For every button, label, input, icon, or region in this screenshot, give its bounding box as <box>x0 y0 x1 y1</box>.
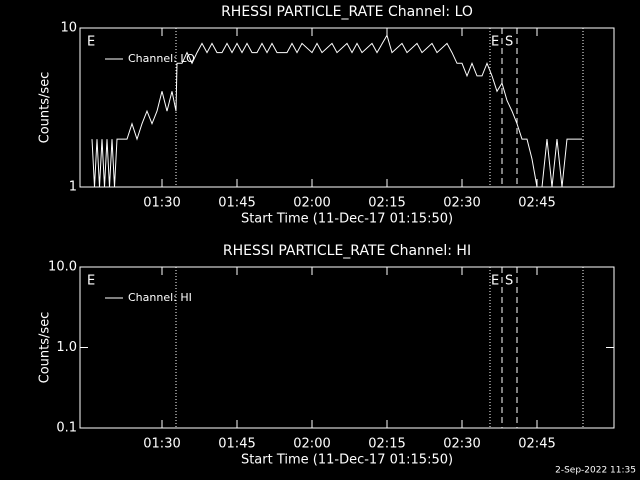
y-tick-label: 0.1 <box>56 421 77 436</box>
y-tick-label: 1.0 <box>56 340 77 355</box>
x-tick-label: 01:45 <box>218 196 255 211</box>
legend-label: Channel: LO <box>128 52 195 65</box>
y-axis-label: Counts/sec <box>38 312 53 384</box>
x-tick-label: 02:00 <box>293 196 330 211</box>
marker-label: S <box>505 274 513 289</box>
data-line <box>91 34 582 188</box>
x-tick-label: 01:30 <box>143 437 180 452</box>
x-tick-label: 02:15 <box>368 196 405 211</box>
x-tick-label: 02:00 <box>293 437 330 452</box>
y-tick-label: 1 <box>69 180 77 195</box>
marker-label: S <box>505 35 513 50</box>
x-axis-label: Start Time (11-Dec-17 01:15:50) <box>241 212 453 227</box>
legend-label: Channel: HI <box>128 291 192 304</box>
x-tick-label: 02:45 <box>518 437 555 452</box>
y-axis-label: Counts/sec <box>38 72 53 144</box>
x-tick-label: 02:45 <box>518 196 555 211</box>
y-tick-label: 10.0 <box>48 260 77 275</box>
x-tick-label: 02:30 <box>443 437 480 452</box>
x-tick-label: 01:45 <box>218 437 255 452</box>
marker-label: E <box>87 35 95 50</box>
x-tick-label: 01:30 <box>143 196 180 211</box>
x-tick-label: 02:30 <box>443 196 480 211</box>
chart-title: RHESSI PARTICLE_RATE Channel: HI <box>223 243 471 259</box>
x-tick-label: 02:15 <box>368 437 405 452</box>
y-tick-label: 10 <box>60 21 77 36</box>
plot-frame <box>79 27 615 188</box>
chart-title: RHESSI PARTICLE_RATE Channel: LO <box>221 4 473 20</box>
marker-label: E <box>491 35 499 50</box>
footer: 2-Sep-2022 11:35 <box>555 466 636 476</box>
marker-label: E <box>491 274 499 289</box>
marker-label: E <box>87 274 95 289</box>
x-axis-label: Start Time (11-Dec-17 01:15:50) <box>241 453 453 468</box>
